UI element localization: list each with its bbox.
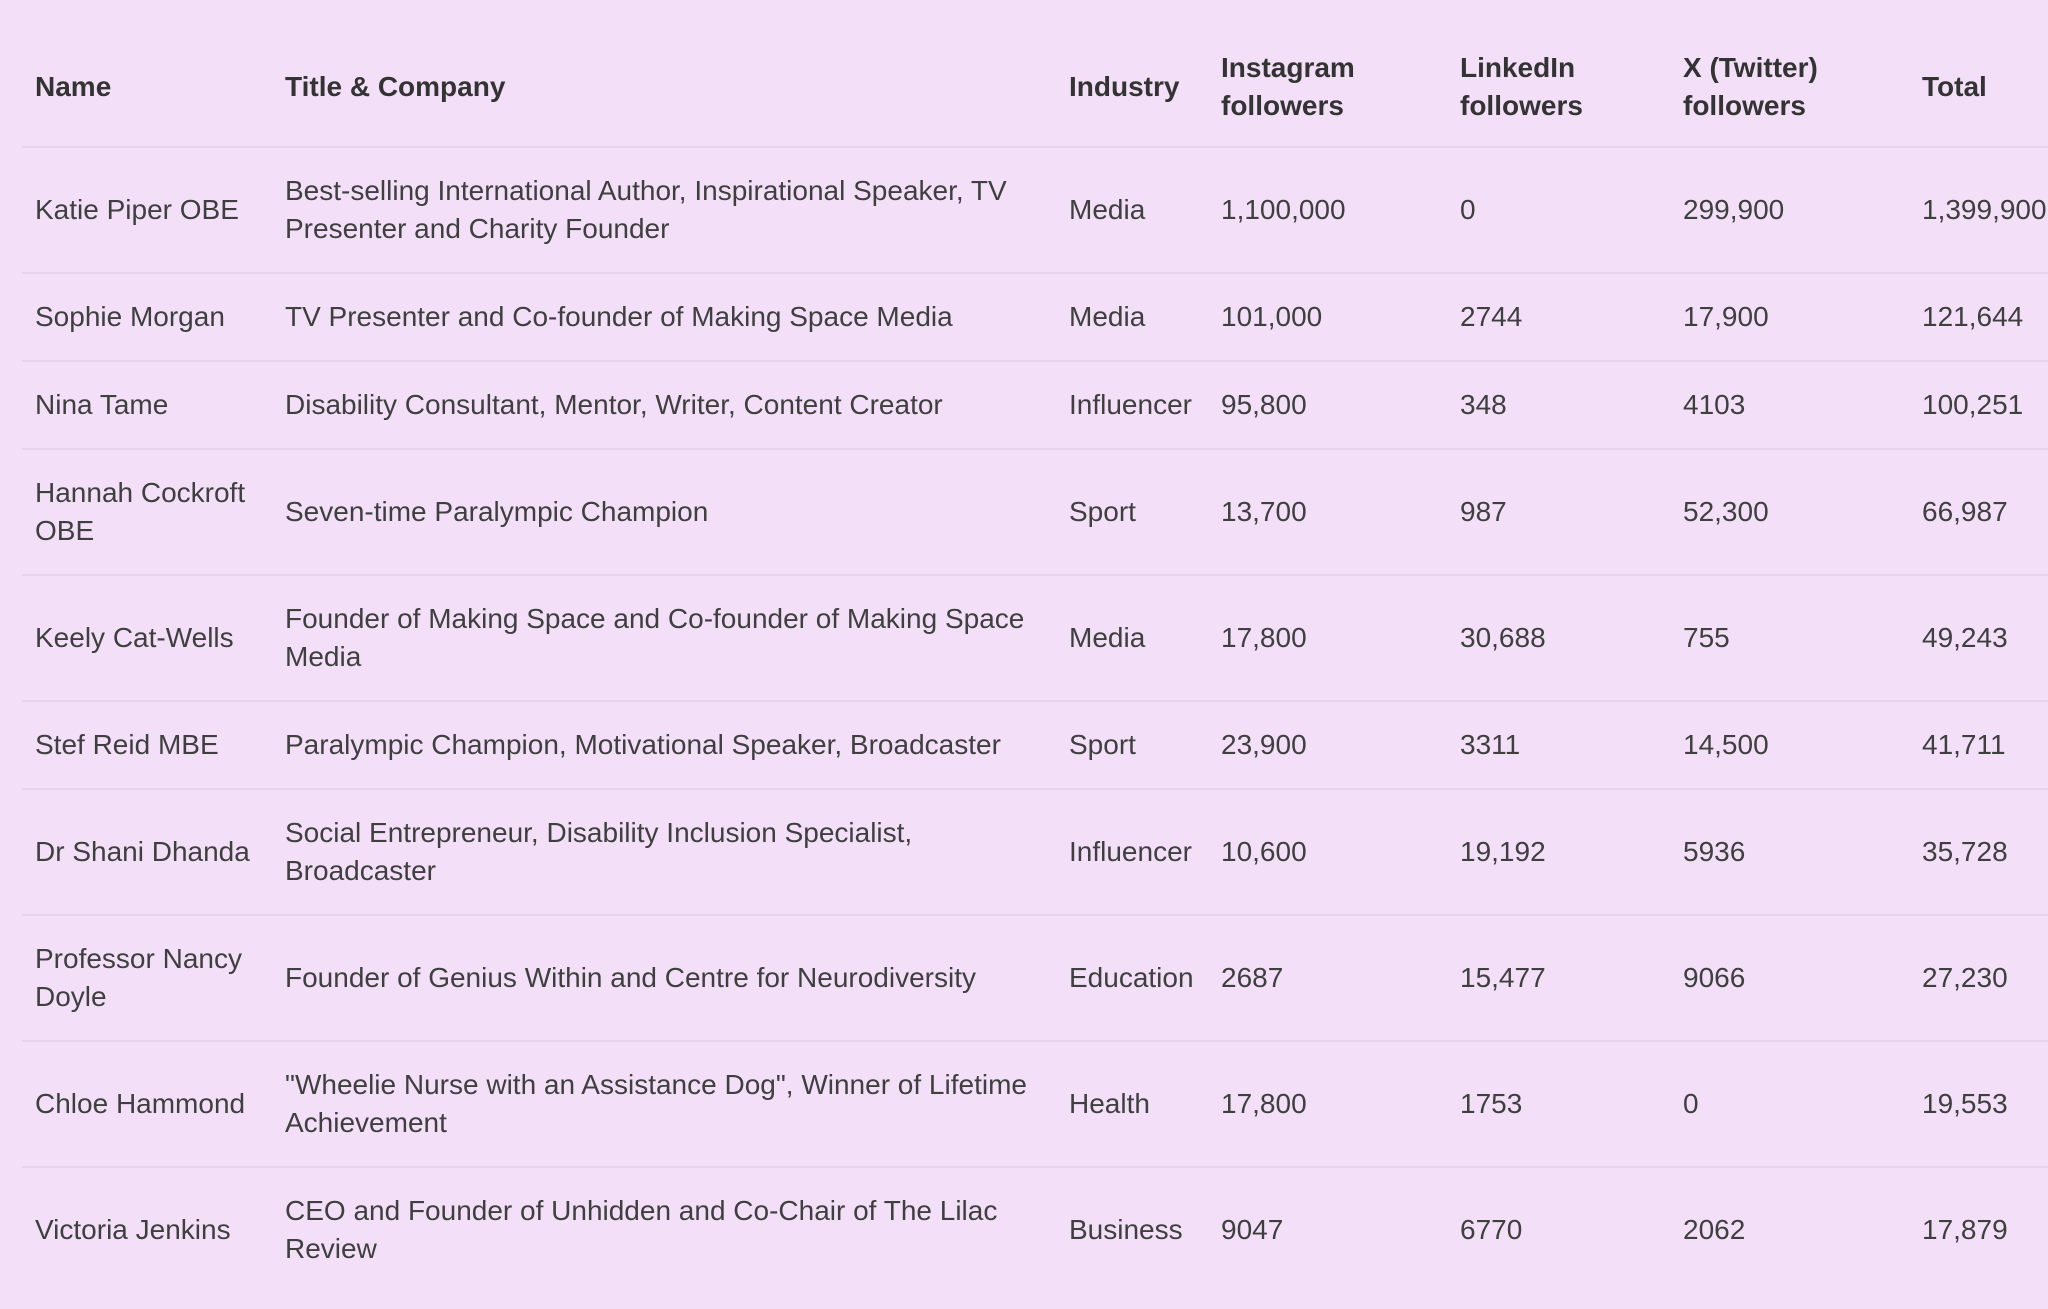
cell-title: Founder of Genius Within and Centre for … (272, 915, 1056, 1042)
table-row: Chloe Hammond "Wheelie Nurse with an Ass… (22, 1041, 2048, 1168)
header-industry: Industry (1056, 28, 1208, 148)
followers-table-container: Name Title & Company Industry Instagram … (22, 28, 2048, 1292)
cell-industry: Sport (1056, 449, 1208, 576)
cell-title: "Wheelie Nurse with an Assistance Dog", … (272, 1041, 1056, 1168)
cell-linkedin: 2744 (1447, 273, 1670, 362)
cell-linkedin: 30,688 (1447, 575, 1670, 702)
table-row: Dr Shani Dhanda Social Entrepreneur, Dis… (22, 789, 2048, 916)
cell-title: TV Presenter and Co-founder of Making Sp… (272, 273, 1056, 362)
cell-instagram: 101,000 (1208, 273, 1447, 362)
cell-total: 35,728 (1909, 789, 2048, 916)
cell-linkedin: 987 (1447, 449, 1670, 576)
cell-linkedin: 0 (1447, 147, 1670, 274)
cell-total: 100,251 (1909, 361, 2048, 450)
cell-title: Best-selling International Author, Inspi… (272, 147, 1056, 274)
cell-title: Social Entrepreneur, Disability Inclusio… (272, 789, 1056, 916)
cell-name: Katie Piper OBE (22, 147, 272, 274)
cell-title: Seven-time Paralympic Champion (272, 449, 1056, 576)
cell-industry: Health (1056, 1041, 1208, 1168)
table-row: Victoria Jenkins CEO and Founder of Unhi… (22, 1167, 2048, 1292)
cell-x: 5936 (1670, 789, 1909, 916)
cell-linkedin: 15,477 (1447, 915, 1670, 1042)
cell-instagram: 9047 (1221, 1214, 1284, 1245)
cell-name: Professor Nancy Doyle (22, 915, 272, 1042)
cell-instagram: 2687 (1208, 915, 1447, 1042)
cell-industry: Influencer (1056, 361, 1208, 450)
cell-x: 755 (1670, 575, 1909, 702)
cell-industry: Media (1056, 575, 1208, 702)
cell-name: Victoria Jenkins (35, 1214, 231, 1245)
cell-x: 14,500 (1670, 701, 1909, 790)
cell-total: 49,243 (1909, 575, 2048, 702)
table-header-row: Name Title & Company Industry Instagram … (22, 28, 2048, 148)
cell-total: 17,879 (1922, 1214, 2008, 1245)
cell-name: Chloe Hammond (22, 1041, 272, 1168)
cell-industry: Influencer (1056, 789, 1208, 916)
cell-name: Nina Tame (22, 361, 272, 450)
cell-x: 17,900 (1670, 273, 1909, 362)
cell-instagram: 23,900 (1208, 701, 1447, 790)
cell-x: 9066 (1670, 915, 1909, 1042)
table-row: Katie Piper OBE Best-selling Internation… (22, 147, 2048, 274)
table-row: Stef Reid MBE Paralympic Champion, Motiv… (22, 701, 2048, 790)
table-row: Hannah Cockroft OBE Seven-time Paralympi… (22, 449, 2048, 576)
cell-x: 2062 (1683, 1214, 1746, 1245)
header-instagram-followers: Instagram followers (1208, 28, 1447, 148)
header-title-company: Title & Company (272, 28, 1056, 148)
cell-linkedin: 3311 (1447, 701, 1670, 790)
cell-instagram: 10,600 (1208, 789, 1447, 916)
cell-industry: Media (1056, 273, 1208, 362)
cell-x: 4103 (1670, 361, 1909, 450)
cell-x: 299,900 (1670, 147, 1909, 274)
cell-industry: Sport (1056, 701, 1208, 790)
cell-instagram: 13,700 (1208, 449, 1447, 576)
table-row: Professor Nancy Doyle Founder of Genius … (22, 915, 2048, 1042)
table-row: Nina Tame Disability Consultant, Mentor,… (22, 361, 2048, 450)
cell-total: 19,553 (1909, 1041, 2048, 1168)
cell-instagram: 95,800 (1208, 361, 1447, 450)
cell-linkedin: 19,192 (1447, 789, 1670, 916)
cell-instagram: 1,100,000 (1208, 147, 1447, 274)
cell-title: Founder of Making Space and Co-founder o… (272, 575, 1056, 702)
cell-title: Paralympic Champion, Motivational Speake… (272, 701, 1056, 790)
header-name: Name (22, 28, 272, 148)
table-row: Sophie Morgan TV Presenter and Co-founde… (22, 273, 2048, 362)
cell-linkedin: 6770 (1460, 1214, 1523, 1245)
cell-name: Dr Shani Dhanda (22, 789, 272, 916)
cell-name: Sophie Morgan (22, 273, 272, 362)
cell-total: 27,230 (1909, 915, 2048, 1042)
cell-linkedin: 1753 (1447, 1041, 1670, 1168)
cell-total: 66,987 (1909, 449, 2048, 576)
cell-industry: Education (1056, 915, 1208, 1042)
cell-instagram: 17,800 (1208, 1041, 1447, 1168)
cell-name: Hannah Cockroft OBE (22, 449, 272, 576)
header-total: Total (1909, 28, 2048, 148)
cell-linkedin: 348 (1447, 361, 1670, 450)
cell-x: 52,300 (1670, 449, 1909, 576)
cell-x: 0 (1670, 1041, 1909, 1168)
header-linkedin-followers: LinkedIn followers (1447, 28, 1670, 148)
cell-name: Stef Reid MBE (22, 701, 272, 790)
cell-industry: Business (1069, 1214, 1183, 1245)
followers-table: Name Title & Company Industry Instagram … (22, 28, 2048, 1292)
cell-title: Disability Consultant, Mentor, Writer, C… (272, 361, 1056, 450)
cell-total: 1,399,900 (1909, 147, 2048, 274)
cell-total: 121,644 (1909, 273, 2048, 362)
cell-name: Keely Cat-Wells (22, 575, 272, 702)
table-row: Keely Cat-Wells Founder of Making Space … (22, 575, 2048, 702)
cell-total: 41,711 (1909, 701, 2048, 790)
cell-instagram: 17,800 (1208, 575, 1447, 702)
cell-title: CEO and Founder of Unhidden and Co-Chair… (285, 1195, 998, 1264)
cell-industry: Media (1056, 147, 1208, 274)
header-x-followers: X (Twitter) followers (1670, 28, 1909, 148)
